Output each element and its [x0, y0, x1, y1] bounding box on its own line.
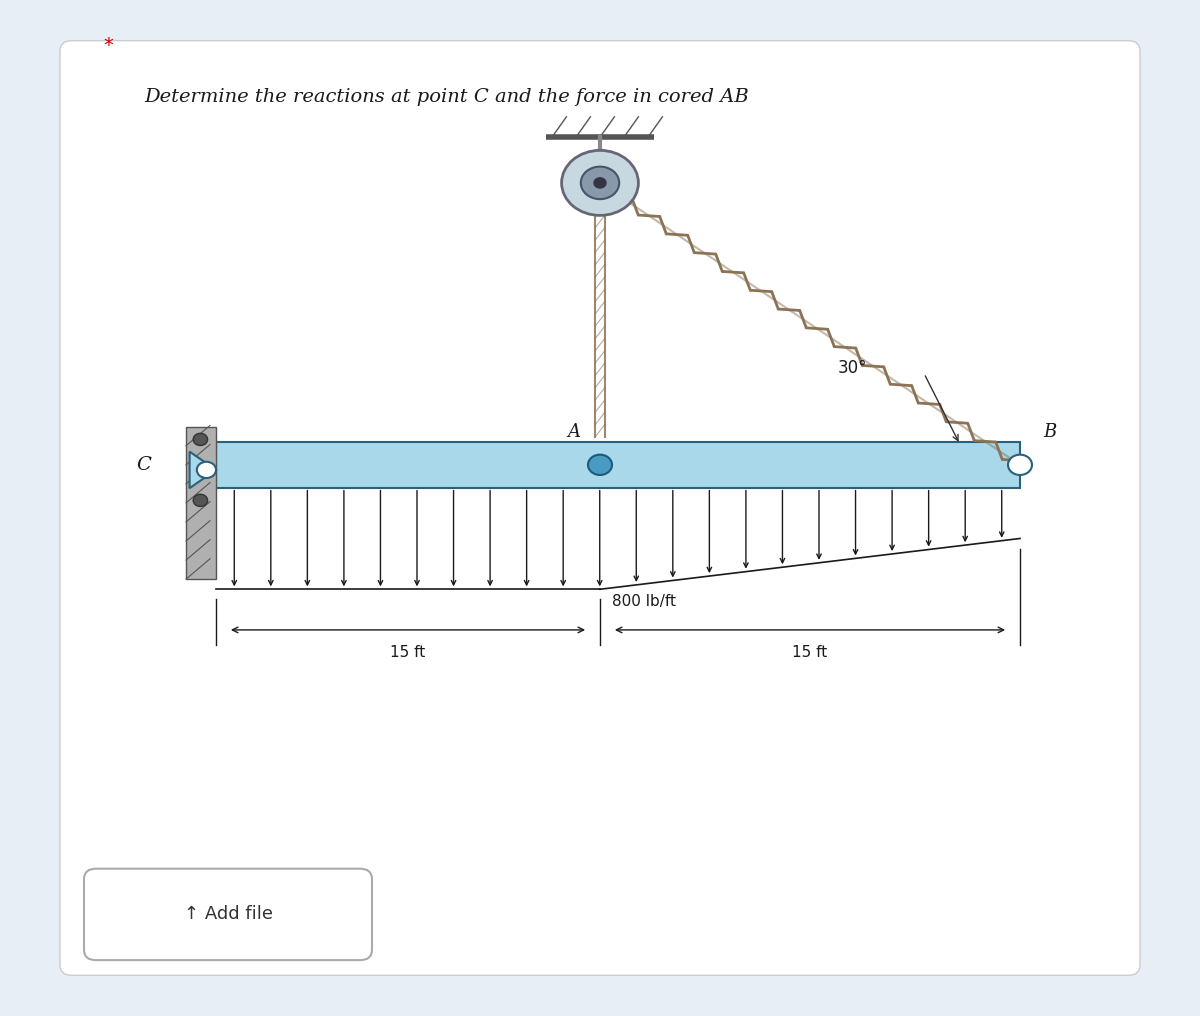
FancyBboxPatch shape	[84, 869, 372, 960]
Text: ↑ Add file: ↑ Add file	[184, 905, 272, 924]
Bar	[186, 427, 216, 579]
Circle shape	[594, 178, 606, 188]
Circle shape	[562, 150, 638, 215]
Circle shape	[1008, 455, 1032, 475]
Text: 15 ft: 15 ft	[390, 645, 426, 660]
Circle shape	[197, 461, 216, 479]
Text: 800 lb/ft: 800 lb/ft	[612, 594, 676, 610]
Text: 30°: 30°	[838, 360, 866, 377]
Text: B: B	[1043, 423, 1057, 441]
Circle shape	[193, 433, 208, 446]
Text: Determine the reactions at point C and the force in cored AB: Determine the reactions at point C and t…	[144, 87, 749, 106]
Text: *: *	[103, 37, 113, 55]
Polygon shape	[190, 451, 216, 489]
Text: 15 ft: 15 ft	[792, 645, 828, 660]
Text: A: A	[568, 423, 580, 441]
Text: C: C	[137, 456, 151, 473]
Bar	[216, 442, 1020, 488]
Circle shape	[193, 495, 208, 507]
FancyBboxPatch shape	[60, 41, 1140, 975]
Circle shape	[581, 167, 619, 199]
Circle shape	[588, 455, 612, 475]
